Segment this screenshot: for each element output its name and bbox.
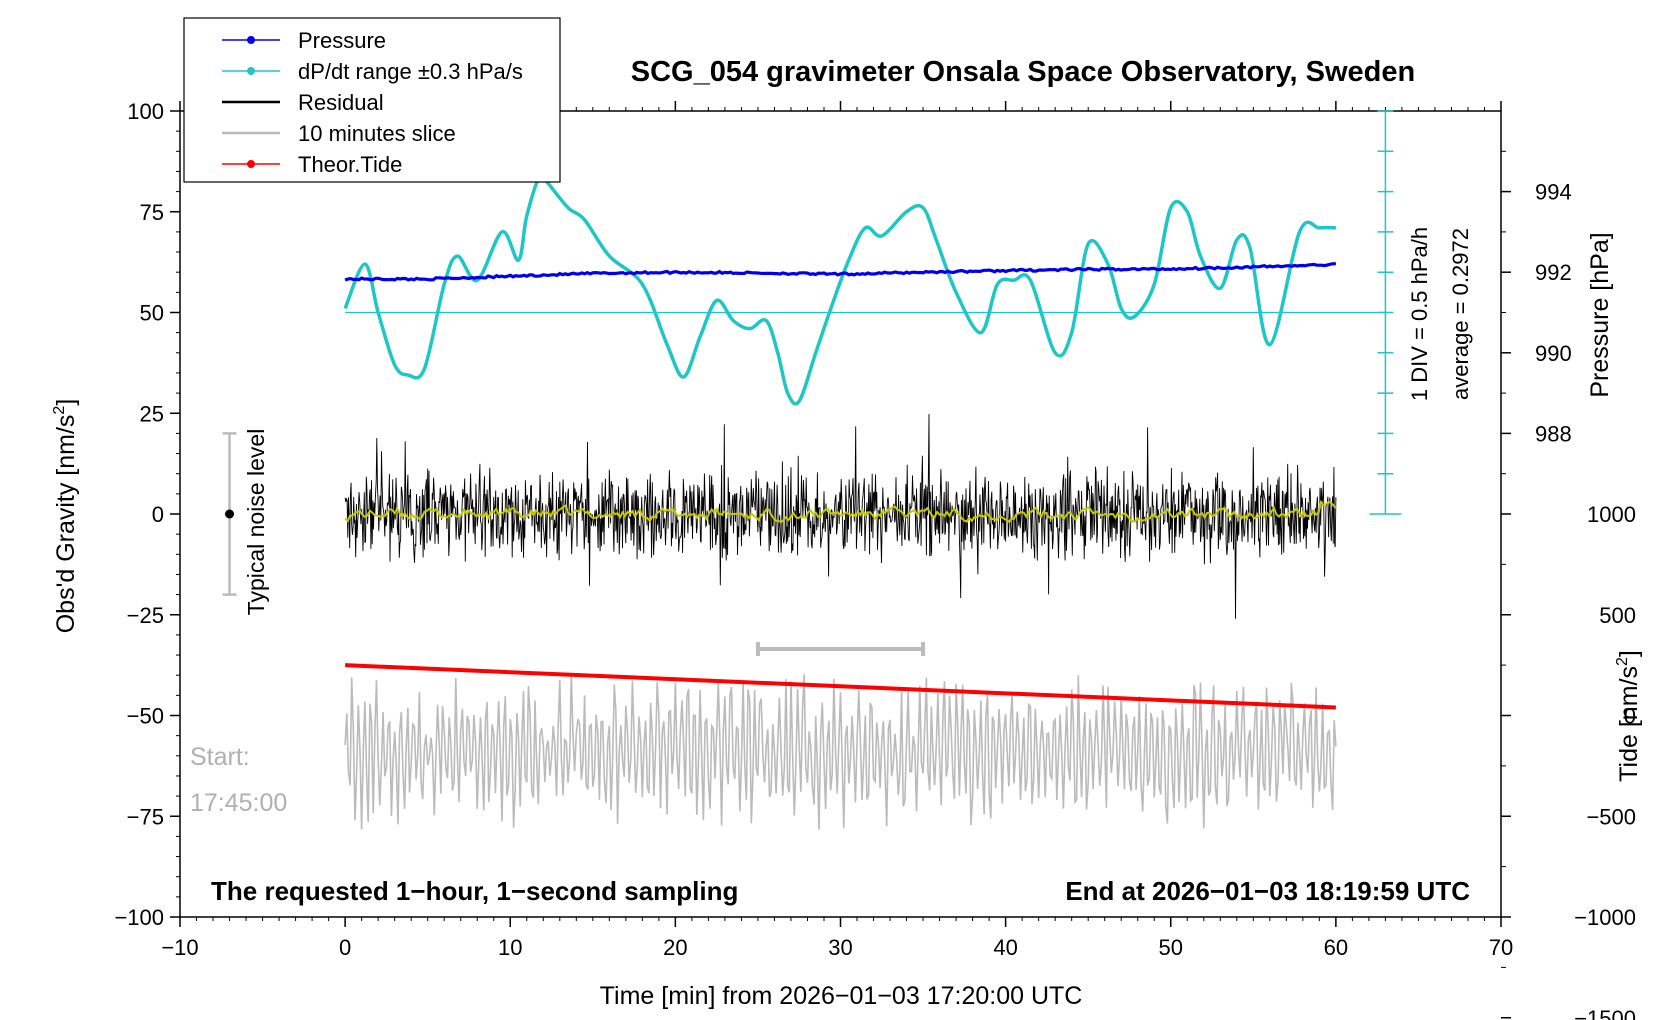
legend-marker — [247, 67, 255, 75]
tide-axis-label-sup: 2 — [1614, 657, 1631, 666]
tide-tick-label: 500 — [1599, 603, 1636, 628]
left-axis-label: Obs'd Gravity [nm/s2] — [51, 399, 80, 634]
rate-axis-label-2: average = 0.2972 — [1448, 228, 1473, 400]
x-tick-label: 40 — [993, 935, 1017, 960]
left-axis-label-end: ] — [52, 399, 80, 406]
pressure-series — [344, 262, 1337, 282]
legend-marker — [247, 160, 255, 168]
residual-line — [344, 413, 1337, 619]
tide-axis: −1500 −1000 −500 0 500 1000 — [1501, 502, 1636, 1020]
tide-tick-label: −1000 — [1574, 905, 1636, 930]
x-axis-label: Time [min] from 2026−01−03 17:20:00 UTC — [600, 982, 1083, 1010]
pressure-tick-label: 990 — [1535, 341, 1572, 366]
tide-tick-label: 1000 — [1587, 502, 1636, 527]
noise-center-dot — [225, 509, 235, 519]
legend-label: dP/dt range ±0.3 hPa/s — [298, 59, 523, 84]
tide-tick-label: 0 — [1624, 704, 1636, 729]
left-gravity-axis: −100 −75 −50 −25 0 25 50 75 100 — [114, 99, 180, 930]
x-axis: −10 0 10 20 30 40 50 60 70 — [161, 101, 1513, 960]
tide-line — [345, 663, 1336, 710]
legend-marker — [247, 36, 255, 44]
annotations: Start: 17:45:00 The requested 1−hour, 1−… — [190, 227, 1473, 906]
slice-line — [344, 674, 1337, 830]
tide-axis-label-main: Tide [nm/s — [1615, 666, 1643, 782]
legend-label: Pressure — [298, 28, 386, 53]
x-tick-label: 50 — [1159, 935, 1183, 960]
start-label-line1: Start: — [190, 743, 250, 771]
legend-label: Theor.Tide — [298, 152, 402, 177]
bottom-left-note: The requested 1−hour, 1−second sampling — [211, 876, 738, 906]
x-tick-label: 30 — [828, 935, 852, 960]
legend-label: 10 minutes slice — [298, 121, 456, 146]
left-tick-label: 75 — [140, 200, 164, 225]
pressure-axis: 988 990 992 994 — [1501, 150, 1572, 475]
pressure-tick-label: 988 — [1535, 421, 1572, 446]
chart-title: SCG_054 gravimeter Onsala Space Observat… — [631, 56, 1415, 88]
left-tick-label: −100 — [114, 905, 164, 930]
left-tick-label: 100 — [127, 99, 164, 124]
left-tick-label: 50 — [140, 301, 164, 326]
residual-series — [344, 413, 1337, 619]
residual-smoothed-line — [344, 499, 1337, 524]
residual-smoothed-series — [344, 499, 1337, 524]
noise-level-label: Typical noise level — [243, 429, 269, 616]
pressure-line — [344, 262, 1337, 282]
ten-minute-slice-series — [344, 674, 1337, 830]
rate-line — [343, 171, 1336, 406]
tide-axis-label: Tide [nm/s2] — [1614, 650, 1643, 782]
left-tick-label: −25 — [127, 603, 164, 628]
start-label-line2: 17:45:00 — [190, 789, 287, 817]
tide-tick-label: −1500 — [1574, 1006, 1636, 1020]
x-tick-label: 0 — [339, 935, 351, 960]
tide-tick-label: −500 — [1586, 804, 1636, 829]
left-tick-label: 25 — [140, 401, 164, 426]
left-tick-label: −50 — [127, 704, 164, 729]
pressure-rate-series — [343, 171, 1336, 406]
left-tick-label: −75 — [127, 804, 164, 829]
tide-axis-label-end: ] — [1615, 650, 1643, 657]
pressure-axis-label: Pressure [hPa] — [1586, 232, 1614, 397]
left-axis-label-main: Obs'd Gravity [nm/s — [52, 415, 80, 634]
pressure-rate-axis — [345, 110, 1402, 515]
x-tick-label: 60 — [1324, 935, 1348, 960]
bottom-right-note: End at 2026−01−03 18:19:59 UTC — [1065, 876, 1470, 906]
legend-label: Residual — [298, 90, 384, 115]
rate-axis-label-1: 1 DIV = 0.5 hPa/h — [1407, 227, 1432, 401]
legend-box — [183, 17, 561, 183]
x-tick-label: 70 — [1489, 935, 1513, 960]
left-tick-label: 0 — [152, 502, 164, 527]
pressure-tick-label: 994 — [1535, 180, 1572, 205]
pressure-tick-label: 992 — [1535, 260, 1572, 285]
x-tick-label: 10 — [498, 935, 522, 960]
chart-legend: Pressure dP/dt range ±0.3 hPa/s Residual 10… — [183, 17, 561, 183]
left-axis-label-sup: 2 — [51, 406, 68, 415]
theoretical-tide-series — [345, 663, 1336, 710]
x-tick-label: 20 — [663, 935, 687, 960]
x-tick-label: −10 — [161, 935, 198, 960]
